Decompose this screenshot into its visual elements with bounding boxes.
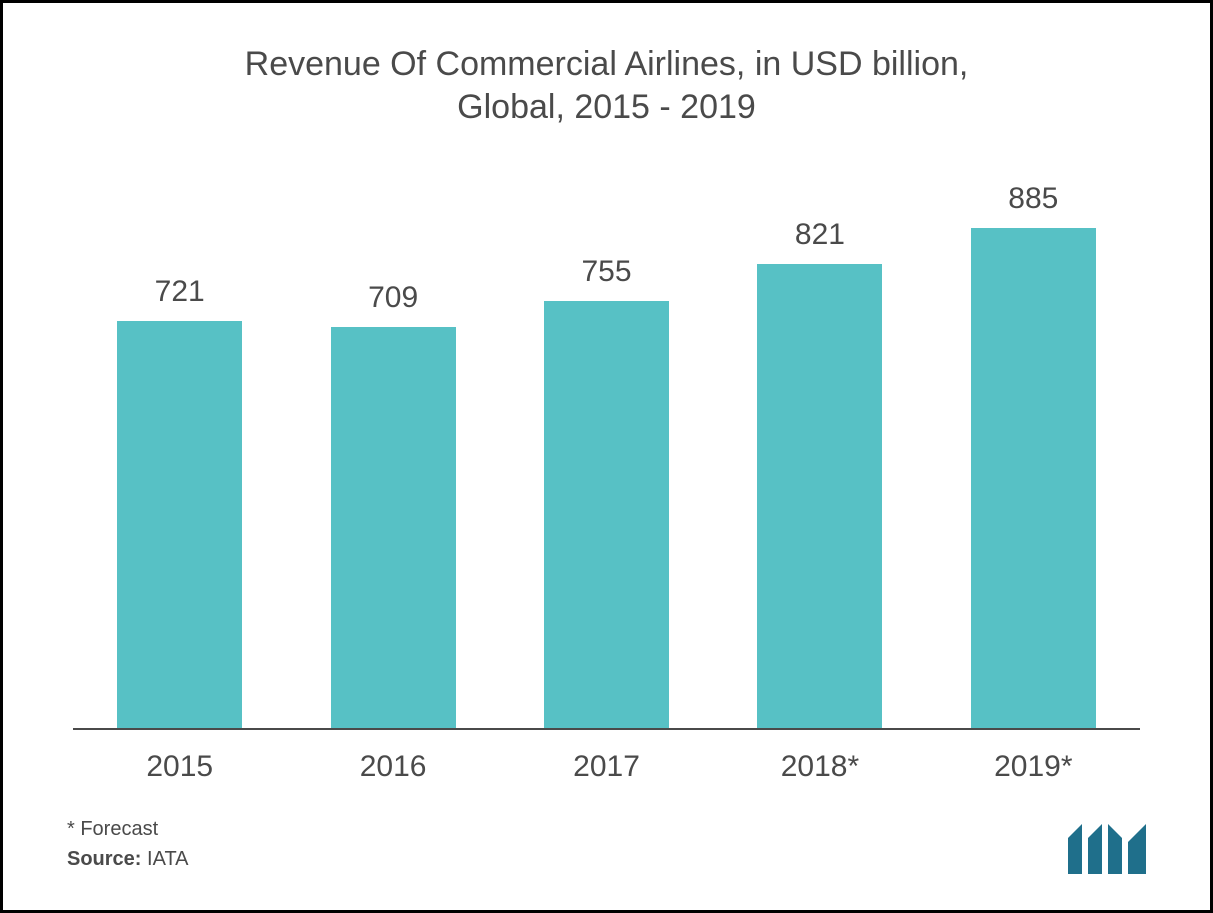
- chart-frame: Revenue Of Commercial Airlines, in USD b…: [0, 0, 1213, 913]
- x-axis-baseline: [73, 728, 1140, 730]
- chart-title-line-2: Global, 2015 - 2019: [63, 86, 1150, 129]
- x-axis-label: 2018*: [713, 750, 926, 784]
- bar: [331, 327, 456, 728]
- bar: [544, 301, 669, 728]
- bar-value-label: 821: [795, 218, 845, 252]
- bar-value-label: 885: [1008, 182, 1058, 216]
- source-value: IATA: [147, 848, 188, 870]
- bar-slot: 709: [286, 168, 499, 728]
- x-axis-label: 2019*: [927, 750, 1140, 784]
- source-label: Source:: [67, 848, 141, 870]
- bar-slot: 721: [73, 168, 286, 728]
- x-axis-label: 2016: [286, 750, 499, 784]
- source-line: Source: IATA: [67, 844, 189, 874]
- bar-slot: 821: [713, 168, 926, 728]
- bars-row: 721 709 755 821 885: [73, 168, 1140, 728]
- forecast-note: * Forecast: [67, 814, 189, 844]
- chart-title: Revenue Of Commercial Airlines, in USD b…: [63, 43, 1150, 128]
- bar-slot: 885: [927, 168, 1140, 728]
- footnotes: * Forecast Source: IATA: [67, 814, 189, 874]
- bar-value-label: 755: [581, 255, 631, 289]
- publisher-logo-icon: [1068, 824, 1146, 874]
- bars-container: 721 709 755 821 885: [73, 168, 1140, 728]
- bar-slot: 755: [500, 168, 713, 728]
- x-axis-label: 2017: [500, 750, 713, 784]
- chart-footer: * Forecast Source: IATA: [63, 814, 1150, 880]
- chart-plot-area: 721 709 755 821 885 2015201620172018*2019*: [73, 168, 1140, 814]
- bar: [757, 264, 882, 728]
- chart-title-line-1: Revenue Of Commercial Airlines, in USD b…: [63, 43, 1150, 86]
- bar-value-label: 709: [368, 281, 418, 315]
- x-axis-label: 2015: [73, 750, 286, 784]
- bar: [971, 228, 1096, 728]
- bar: [117, 321, 242, 728]
- bar-value-label: 721: [155, 275, 205, 309]
- x-axis-labels: 2015201620172018*2019*: [73, 750, 1140, 784]
